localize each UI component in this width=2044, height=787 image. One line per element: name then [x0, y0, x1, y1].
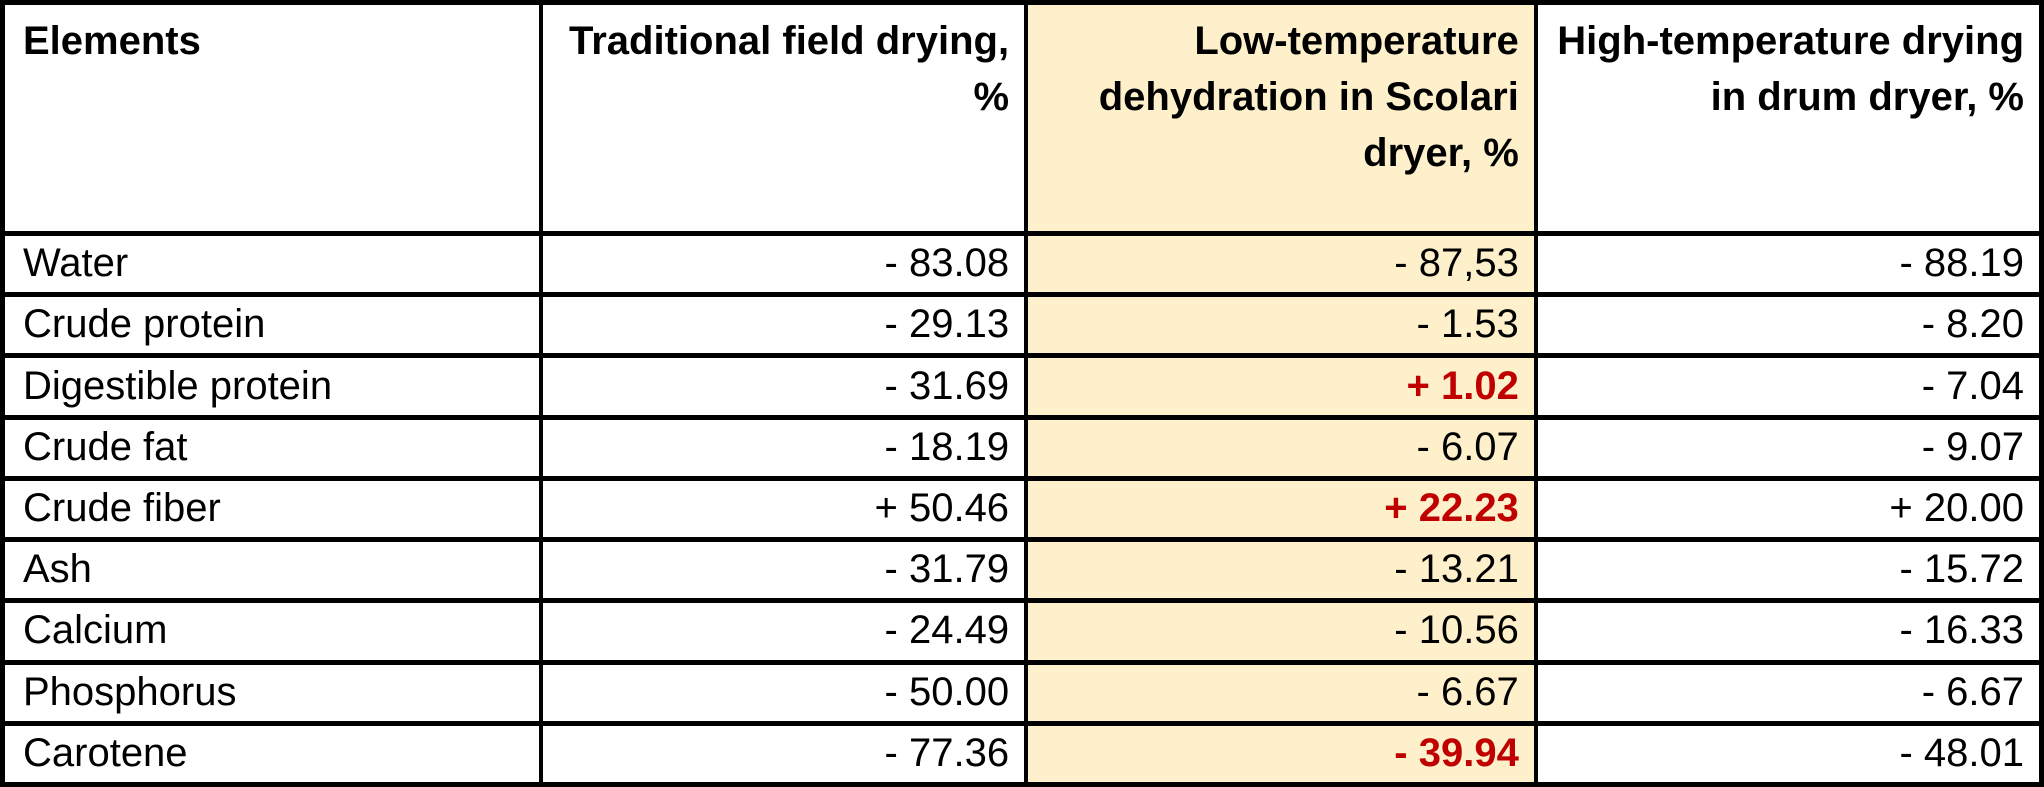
- header-traditional-field-drying: Traditional field drying, %: [538, 0, 1029, 236]
- high-temp-value-cell: - 7.04: [1533, 353, 2044, 420]
- header-row: Elements Traditional field drying, % Low…: [0, 0, 2044, 236]
- high-temp-value-cell: + 20.00: [1533, 475, 2044, 543]
- low-temp-value-cell: - 10.56: [1024, 598, 1538, 665]
- table-row: Crude protein - 29.13 - 1.53 - 8.20: [0, 292, 2044, 359]
- traditional-value-cell: - 31.69: [538, 353, 1029, 420]
- table-header: Elements Traditional field drying, % Low…: [0, 0, 2044, 236]
- traditional-value-cell: - 24.49: [538, 598, 1029, 665]
- element-name-cell: Crude protein: [0, 292, 543, 359]
- low-temp-value-cell: - 6.67: [1024, 659, 1538, 726]
- table-row: Crude fat - 18.19 - 6.07 - 9.07: [0, 414, 2044, 481]
- high-temp-value-cell: - 6.67: [1533, 659, 2044, 726]
- table-row: Carotene - 77.36 - 39.94 - 48.01: [0, 720, 2044, 787]
- low-temp-value-cell: - 87,53: [1024, 230, 1538, 298]
- low-temp-value-cell: - 1.53: [1024, 292, 1538, 359]
- table-row: Phosphorus - 50.00 - 6.67 - 6.67: [0, 659, 2044, 726]
- element-name-cell: Digestible protein: [0, 353, 543, 420]
- traditional-value-cell: - 31.79: [538, 537, 1029, 604]
- element-name-cell: Crude fiber: [0, 475, 543, 543]
- low-temp-value-cell: + 22.23: [1024, 475, 1538, 543]
- header-low-temperature-dehydration: Low-temperature dehydration in Scolari d…: [1024, 0, 1538, 236]
- table-row: Calcium - 24.49 - 10.56 - 16.33: [0, 598, 2044, 665]
- table-row: Ash - 31.79 - 13.21 - 15.72: [0, 537, 2044, 604]
- traditional-value-cell: - 77.36: [538, 720, 1029, 787]
- header-elements: Elements: [0, 0, 543, 236]
- element-name-cell: Calcium: [0, 598, 543, 665]
- element-name-cell: Crude fat: [0, 414, 543, 481]
- low-temp-value-cell: - 39.94: [1024, 720, 1538, 787]
- element-name-cell: Water: [0, 230, 543, 298]
- high-temp-value-cell: - 8.20: [1533, 292, 2044, 359]
- table-body: Water - 83.08 - 87,53 - 88.19 Crude prot…: [0, 230, 2044, 787]
- traditional-value-cell: + 50.46: [538, 475, 1029, 543]
- high-temp-value-cell: - 48.01: [1533, 720, 2044, 787]
- header-high-temperature-drying: High-temperature drying in drum dryer, %: [1533, 0, 2044, 236]
- element-name-cell: Phosphorus: [0, 659, 543, 726]
- high-temp-value-cell: - 9.07: [1533, 414, 2044, 481]
- traditional-value-cell: - 50.00: [538, 659, 1029, 726]
- low-temp-value-cell: - 13.21: [1024, 537, 1538, 604]
- element-name-cell: Ash: [0, 537, 543, 604]
- traditional-value-cell: - 83.08: [538, 230, 1029, 298]
- traditional-value-cell: - 29.13: [538, 292, 1029, 359]
- low-temp-value-cell: - 6.07: [1024, 414, 1538, 481]
- table-row: Water - 83.08 - 87,53 - 88.19: [0, 230, 2044, 298]
- high-temp-value-cell: - 88.19: [1533, 230, 2044, 298]
- traditional-value-cell: - 18.19: [538, 414, 1029, 481]
- low-temp-value-cell: + 1.02: [1024, 353, 1538, 420]
- high-temp-value-cell: - 15.72: [1533, 537, 2044, 604]
- high-temp-value-cell: - 16.33: [1533, 598, 2044, 665]
- element-name-cell: Carotene: [0, 720, 543, 787]
- table-row: Crude fiber + 50.46 + 22.23 + 20.00: [0, 475, 2044, 543]
- table-row: Digestible protein - 31.69 + 1.02 - 7.04: [0, 353, 2044, 420]
